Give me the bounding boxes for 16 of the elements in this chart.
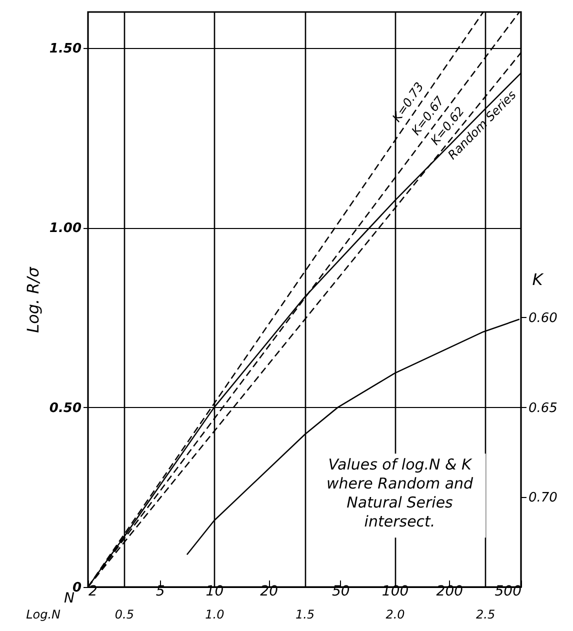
y2-tick-label: 0.65 [528,400,558,416]
y-tick-label: 1.50 [49,41,82,56]
x-axis-title: Log.N [26,608,61,622]
y2-tick-label: 0.60 [528,310,558,326]
annotation: Values of log.N & K where Random and Natural Series intersect. [326,456,474,531]
x-tick-label: 2.0 [386,608,406,622]
x-tick-label: 0.5 [114,608,134,622]
y2-axis-title: K [532,270,544,289]
y2-tick-label: 0.70 [528,490,558,506]
y-tick-label: 0.50 [49,400,82,416]
y-axis-title: Log. R/σ [23,266,42,333]
x-tick-label: 1.0 [205,608,225,622]
x-tick-label: 2.5 [476,608,496,622]
x2-axis-title: N [64,590,76,606]
x-tick-label: 1.5 [295,608,315,622]
y-tick-label: 1.00 [49,221,82,236]
